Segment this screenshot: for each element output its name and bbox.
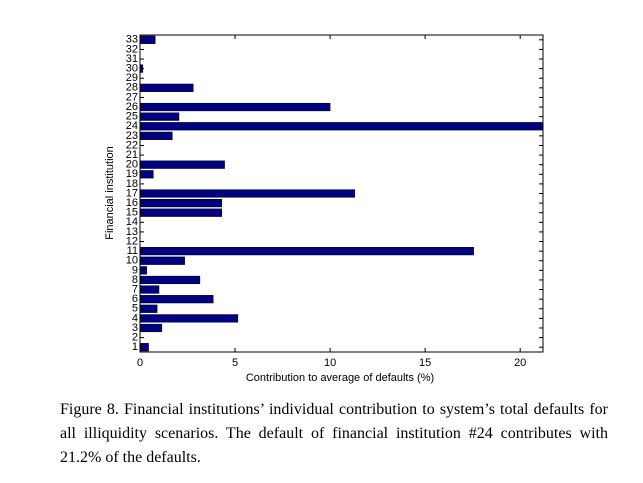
y-tick-label: 13 [126,226,138,238]
caption: Figure 8. Financial institutions’ indivi… [60,401,608,466]
y-tick-label: 5 [132,303,138,315]
y-tick-label: 4 [132,312,138,324]
bar [139,112,180,121]
x-tick-label: 10 [324,357,336,369]
y-tick-label: 11 [127,245,138,257]
y-tick-label: 27 [126,91,138,103]
y-tick-label: 31 [126,53,138,65]
x-tick-label: 0 [137,357,143,369]
y-tick-label: 26 [126,101,138,113]
bar [139,189,356,198]
y-tick-label: 9 [132,264,138,276]
bar [139,314,239,323]
bar [139,295,214,304]
y-tick-label: 20 [126,159,138,171]
y-tick-label: 1 [132,341,138,353]
y-tick-label: 8 [132,274,138,286]
x-axis-label: Contribution to average of defaults (%) [246,372,434,384]
plot-frame [139,34,544,353]
y-tick-label: 29 [126,72,138,84]
y-tick-label: 32 [126,43,138,55]
bar [139,199,222,208]
y-tick-label: 22 [126,139,138,151]
y-tick-label: 2 [132,331,138,343]
y-tick-label: 33 [126,34,138,46]
y-tick-label: 21 [126,149,138,161]
y-tick-label: 17 [126,187,138,199]
bar [139,83,194,92]
bar [139,275,201,285]
bar [139,160,225,169]
chart: Contribution to average of defaults (%) … [104,34,544,384]
y-tick-label: 12 [126,235,138,247]
y-tick-label: 28 [126,82,138,94]
bar [139,122,544,131]
bar [139,102,331,112]
x-tick-label: 20 [514,357,526,369]
x-tick-label: 15 [419,357,431,369]
y-tick-label: 3 [132,322,138,334]
y-tick-label: 25 [126,111,138,123]
bar [139,131,173,140]
y-tick-label: 6 [132,293,138,305]
bar [139,247,474,256]
y-tick-label: 14 [126,216,138,228]
y-tick-label: 23 [126,130,138,142]
y-tick-label: 19 [126,168,138,180]
y-tick-label: 7 [132,283,138,295]
y-tick-label: 24 [126,120,138,132]
y-tick-label: 30 [126,63,138,75]
x-tick-label: 5 [232,357,238,369]
y-tick-label: 10 [126,255,138,267]
y-tick-label: 15 [126,207,138,219]
bar [139,256,185,265]
y-tick-label: 18 [126,178,138,190]
y-tick-label: 16 [126,197,138,209]
bar [139,208,222,217]
y-axis-label: Financial institution [104,146,116,240]
